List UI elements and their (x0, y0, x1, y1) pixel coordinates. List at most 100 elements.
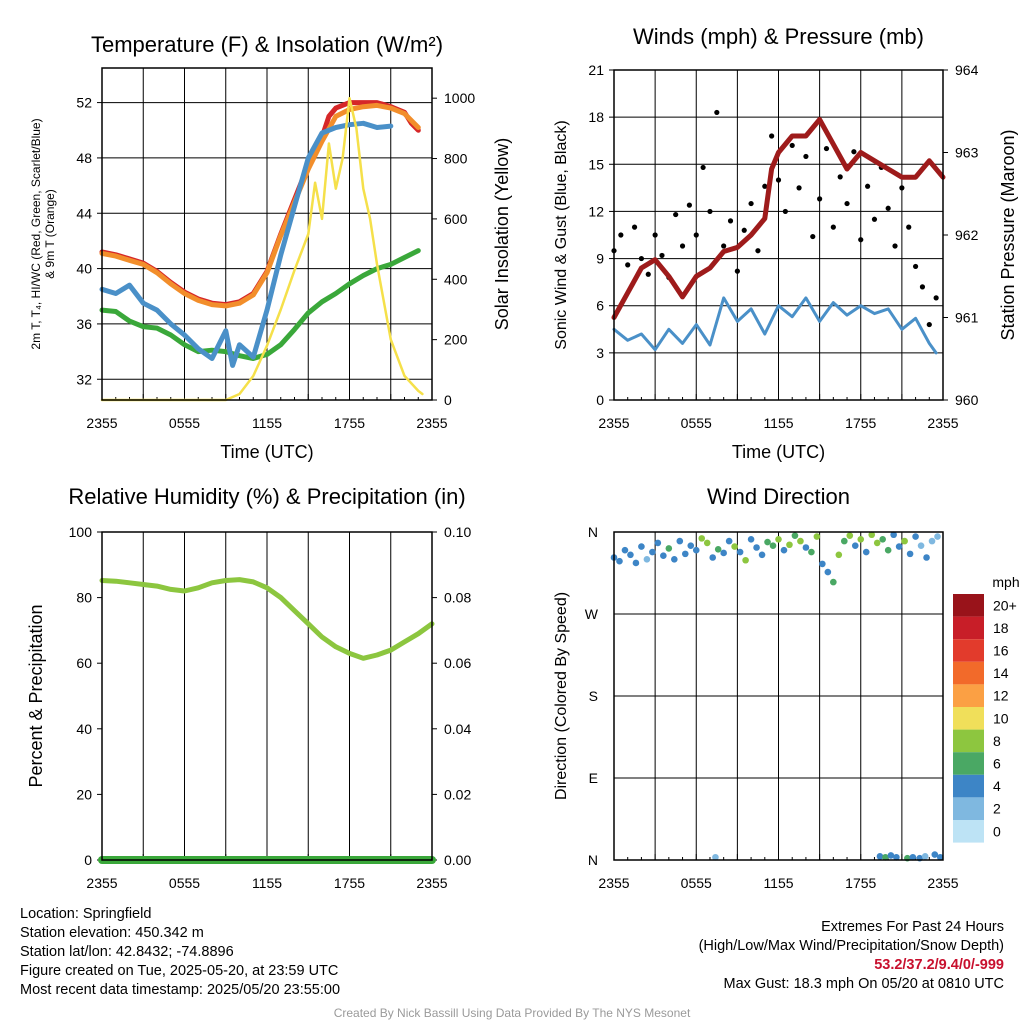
winds-ylabel-left: Sonic Wind & Gust (Blue, Black) (553, 120, 570, 349)
gust-point (721, 243, 727, 249)
dir-x-tick-label: 2355 (598, 875, 629, 891)
legend-swatch (953, 774, 984, 798)
recent-text: Most recent data timestamp: 2025/05/20 2… (20, 982, 341, 998)
rh-x-tick-label: 1155 (252, 875, 282, 891)
location-text: Location: Springfield (20, 906, 152, 922)
winds-series-line (612, 296, 938, 355)
rh-y-tick-label: 80 (76, 590, 92, 606)
rh-x-tick-label: 1755 (334, 875, 365, 891)
legend-label: 20+ (993, 597, 1017, 613)
direction-point (687, 542, 695, 549)
direction-point (882, 853, 889, 861)
temp-frame (101, 67, 433, 401)
winds-x-tick-label: 1755 (845, 415, 876, 431)
winds-y-tick-label: 0 (596, 392, 604, 408)
winds-xlabel: Time (UTC) (732, 442, 825, 462)
legend-label: 4 (993, 778, 1001, 794)
gust-point (885, 205, 891, 211)
direction-point (764, 538, 771, 546)
winds-frame (613, 69, 944, 401)
direction-point (824, 568, 832, 576)
rh-y-tick-label: 60 (76, 655, 92, 671)
winds-y2-tick-label: 963 (955, 145, 979, 161)
direction-point (862, 548, 870, 556)
direction-point (890, 531, 897, 539)
temp-title: Temperature (F) & Insolation (W/m²) (91, 32, 443, 57)
gust-point (912, 263, 919, 270)
temp-y-tick-label: 48 (76, 150, 92, 166)
direction-point (660, 552, 667, 559)
direction-point (841, 537, 848, 545)
direction-point (725, 537, 733, 545)
temp-y-tick-label: 52 (76, 95, 92, 111)
legend-swatch (953, 820, 984, 843)
gust-point (844, 200, 850, 207)
gust-point (755, 248, 761, 254)
rh-ylabel-left: Percent & Precipitation (26, 604, 46, 787)
legend-label: 12 (993, 688, 1009, 704)
temp-y-tick-label: 40 (76, 261, 92, 277)
direction-point (887, 852, 895, 859)
dir-title: Wind Direction (707, 484, 850, 509)
gust-point (851, 149, 857, 155)
direction-point (851, 542, 859, 549)
legend-swatch (953, 752, 984, 775)
extremes-info: Extremes For Past 24 Hours (High/Low/Max… (699, 918, 1004, 994)
direction-point (791, 532, 799, 539)
winds-y2-tick-label: 964 (955, 62, 979, 78)
direction-point (649, 548, 656, 556)
rh-title: Relative Humidity (%) & Precipitation (i… (68, 484, 465, 509)
dir-x-tick-label: 1155 (763, 875, 793, 891)
rh-x-tick-label: 0555 (169, 875, 200, 891)
direction-point (720, 549, 727, 557)
direction-point (627, 551, 634, 559)
direction-point (876, 853, 884, 860)
gust-point (625, 262, 631, 268)
winds-y-tick-label: 12 (588, 203, 604, 219)
dir-y-tick-label: N (588, 524, 598, 540)
winds-title: Winds (mph) & Pressure (mb) (633, 24, 924, 49)
direction-point (671, 556, 678, 563)
gust-point (789, 142, 795, 149)
rh-y2-tick-label: 0.10 (444, 524, 471, 540)
extremes-values: 53.2/37.2/9.4/0/-999 (874, 957, 1004, 973)
gust-point (762, 183, 768, 189)
winds-y-tick-label: 18 (588, 109, 604, 125)
legend-swatch (953, 616, 984, 640)
winds-y2-tick-label: 961 (955, 310, 979, 326)
dir-x-tick-label: 0555 (681, 875, 712, 891)
gust-point (933, 295, 939, 301)
gust-point (926, 321, 932, 328)
direction-point (921, 853, 929, 860)
dir-y-tick-label: S (589, 688, 598, 704)
direction-point (819, 560, 826, 568)
gust-point (919, 284, 926, 290)
dir-y-tick-label: E (589, 770, 598, 786)
temp-y2-tick-label: 400 (444, 271, 468, 287)
temp-x-tick-label: 2355 (416, 415, 447, 431)
gust-point (775, 177, 782, 183)
temp-series-line (99, 248, 421, 361)
legend-label: 16 (993, 643, 1009, 659)
gust-point (858, 237, 864, 243)
direction-point (830, 578, 837, 586)
legend-title: mph (992, 574, 1019, 590)
rh-series-line (99, 577, 435, 661)
direction-point (873, 539, 881, 547)
legend-swatch (953, 661, 984, 685)
max-gust-text: Max Gust: 18.3 mph On 05/20 at 0810 UTC (723, 976, 1004, 992)
direction-point (931, 851, 939, 858)
direction-point (758, 551, 766, 559)
direction-point (676, 537, 684, 545)
legend-label: 8 (993, 733, 1001, 749)
gust-point (686, 202, 692, 208)
direction-point (621, 546, 629, 554)
winds-y-tick-label: 15 (588, 156, 604, 172)
rh-x-tick-label: 2355 (416, 875, 447, 891)
gust-point (727, 218, 734, 224)
direction-point (786, 541, 793, 549)
legend-label: 2 (993, 801, 1001, 817)
direction-point (802, 544, 810, 551)
direction-point (917, 542, 925, 549)
rh-y2-tick-label: 0.06 (444, 655, 471, 671)
